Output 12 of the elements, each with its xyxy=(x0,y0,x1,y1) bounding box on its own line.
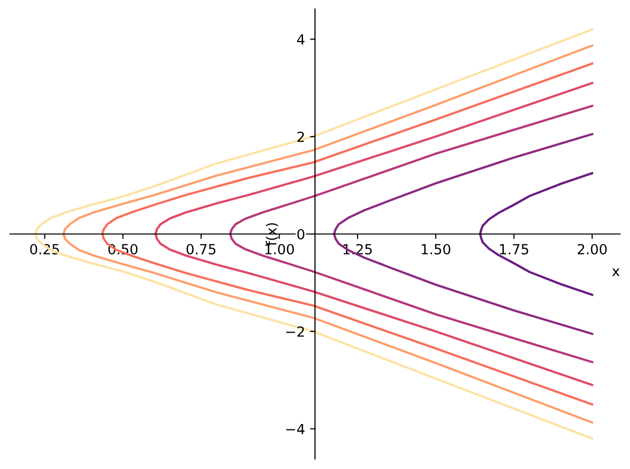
y-tick-label: 4 xyxy=(297,34,304,44)
x-axis-title: x xyxy=(612,268,620,276)
x-tick-label: 2.00 xyxy=(578,244,607,254)
y-axis-title: f(x) xyxy=(266,223,278,246)
x-tick-label: 1.75 xyxy=(500,244,528,254)
y-tick-label: 2 xyxy=(297,132,304,142)
y-tick-label: 0 xyxy=(297,228,304,240)
x-tick-label: 0.75 xyxy=(186,244,216,254)
x-tick-label: 1.50 xyxy=(422,244,450,254)
y-tick-label: −2 xyxy=(286,326,304,337)
y-tick-label: −4 xyxy=(286,424,304,434)
x-tick-label: 1.00 xyxy=(265,244,294,254)
